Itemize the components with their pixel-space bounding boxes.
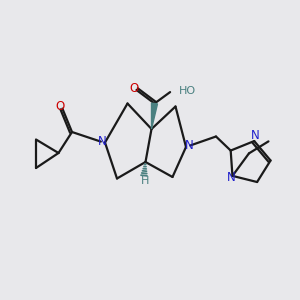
Text: O: O	[56, 100, 65, 113]
Text: N: N	[227, 171, 236, 184]
Text: O: O	[130, 82, 139, 95]
Text: HO: HO	[178, 86, 196, 96]
Text: N: N	[251, 129, 260, 142]
Text: H: H	[141, 176, 149, 186]
Polygon shape	[152, 103, 158, 129]
Text: N: N	[98, 135, 107, 148]
Text: N: N	[184, 139, 194, 152]
